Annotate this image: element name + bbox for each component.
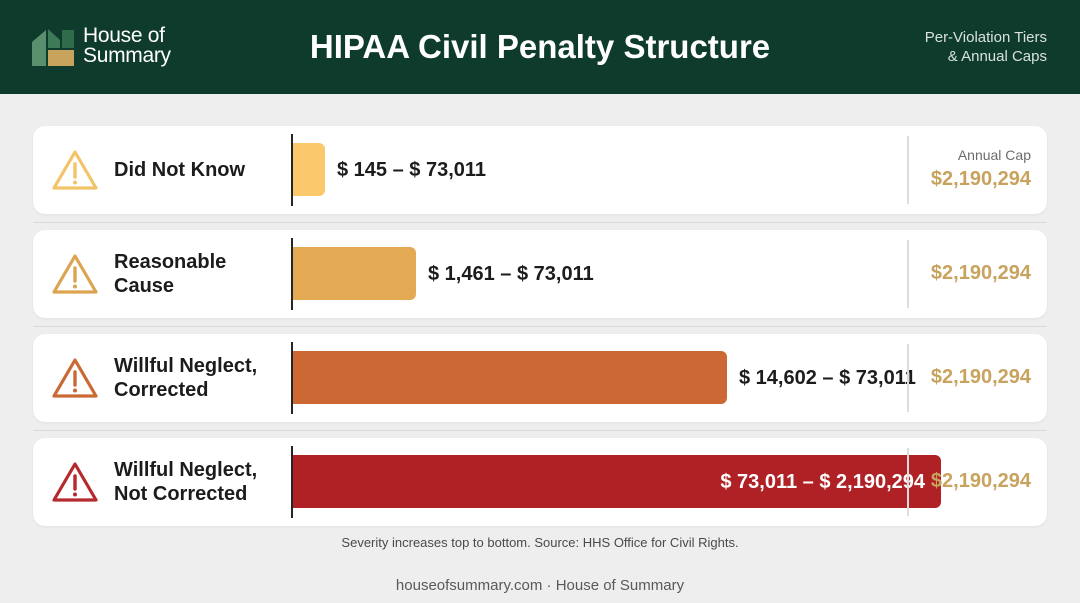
axis-baseline	[291, 446, 293, 518]
tier-label-line: Corrected	[114, 379, 209, 401]
annual-cap-value: $2,190,294	[930, 366, 1031, 388]
penalty-bar	[293, 351, 727, 404]
tier-label: Willful Neglect, Corrected	[114, 334, 289, 422]
tier-label-line: Willful Neglect,	[114, 459, 258, 481]
footer-credit[interactable]: houseofsummary.com · House of Summary	[395, 577, 685, 594]
cap-divider	[907, 344, 909, 412]
annual-cap-value: $2,190,294	[930, 470, 1031, 492]
warning-icon	[51, 356, 99, 400]
axis-baseline	[291, 238, 293, 310]
page-subtitle: Per-Violation Tiers & Annual Caps	[925, 28, 1047, 66]
tier-row: Reasonable Cause $ 1,461 – $ 73,011 $2,190,…	[33, 230, 1047, 318]
tier-label-line: Reasonable	[114, 251, 227, 273]
warning-icon	[51, 252, 99, 296]
row-separator	[33, 430, 1047, 431]
tier-label-line: Not Corrected	[114, 483, 248, 505]
annual-cap-value: $2,190,294	[930, 168, 1031, 190]
range-label: $ 73,011 – $ 2,190,294	[720, 471, 925, 493]
range-label: $ 1,461 – $ 73,011	[428, 263, 594, 285]
tier-label: Reasonable Cause	[114, 230, 289, 318]
axis-baseline	[291, 134, 293, 206]
range-label: $ 14,602 – $ 73,011	[739, 367, 916, 389]
tier-label-line: Willful Neglect,	[114, 355, 258, 377]
tier-label-line: Cause	[114, 275, 175, 297]
warning-icon	[51, 460, 99, 504]
brand-line-2: Summary	[83, 44, 171, 67]
annual-cap-value: $2,190,294	[930, 262, 1031, 284]
subtitle-line-2: & Annual Caps	[947, 48, 1047, 65]
annual-cap-label: Annual Cap	[957, 147, 1031, 163]
cap-divider	[907, 136, 909, 204]
tier-label-line: Did Not Know	[114, 159, 246, 181]
penalty-bar	[293, 455, 941, 508]
subtitle-line-1: Per-Violation Tiers	[924, 29, 1047, 46]
tier-label: Willful Neglect, Not Corrected	[114, 438, 289, 526]
tier-label: Did Not Know	[114, 126, 289, 214]
tier-row: Willful Neglect, Corrected $ 14,602 – $ 73…	[33, 334, 1047, 422]
source-note: Severity increases top to bottom. Source…	[341, 535, 739, 550]
brand-logo[interactable]: House of Summary	[32, 24, 171, 67]
header-bar: House of Summary HIPAA Civil Penalty Str…	[0, 0, 1080, 94]
axis-baseline	[291, 342, 293, 414]
tier-row: Willful Neglect, Not Corrected $ 73,011 – …	[33, 438, 1047, 526]
cap-divider	[907, 240, 909, 308]
range-label: $ 145 – $ 73,011	[337, 159, 487, 181]
tier-row: Did Not Know $ 145 – $ 73,011 Annual Cap $2…	[33, 126, 1047, 214]
house-logo-icon	[32, 29, 74, 66]
brand-line-1: House of	[83, 24, 165, 47]
penalty-bar	[293, 247, 416, 300]
page-title: HIPAA Civil Penalty Structure	[309, 28, 771, 65]
cap-divider	[907, 448, 909, 516]
warning-icon	[51, 148, 99, 192]
row-separator	[33, 222, 1047, 223]
row-separator	[33, 326, 1047, 327]
penalty-bar	[293, 143, 325, 196]
brand-name: House of Summary	[83, 24, 171, 67]
